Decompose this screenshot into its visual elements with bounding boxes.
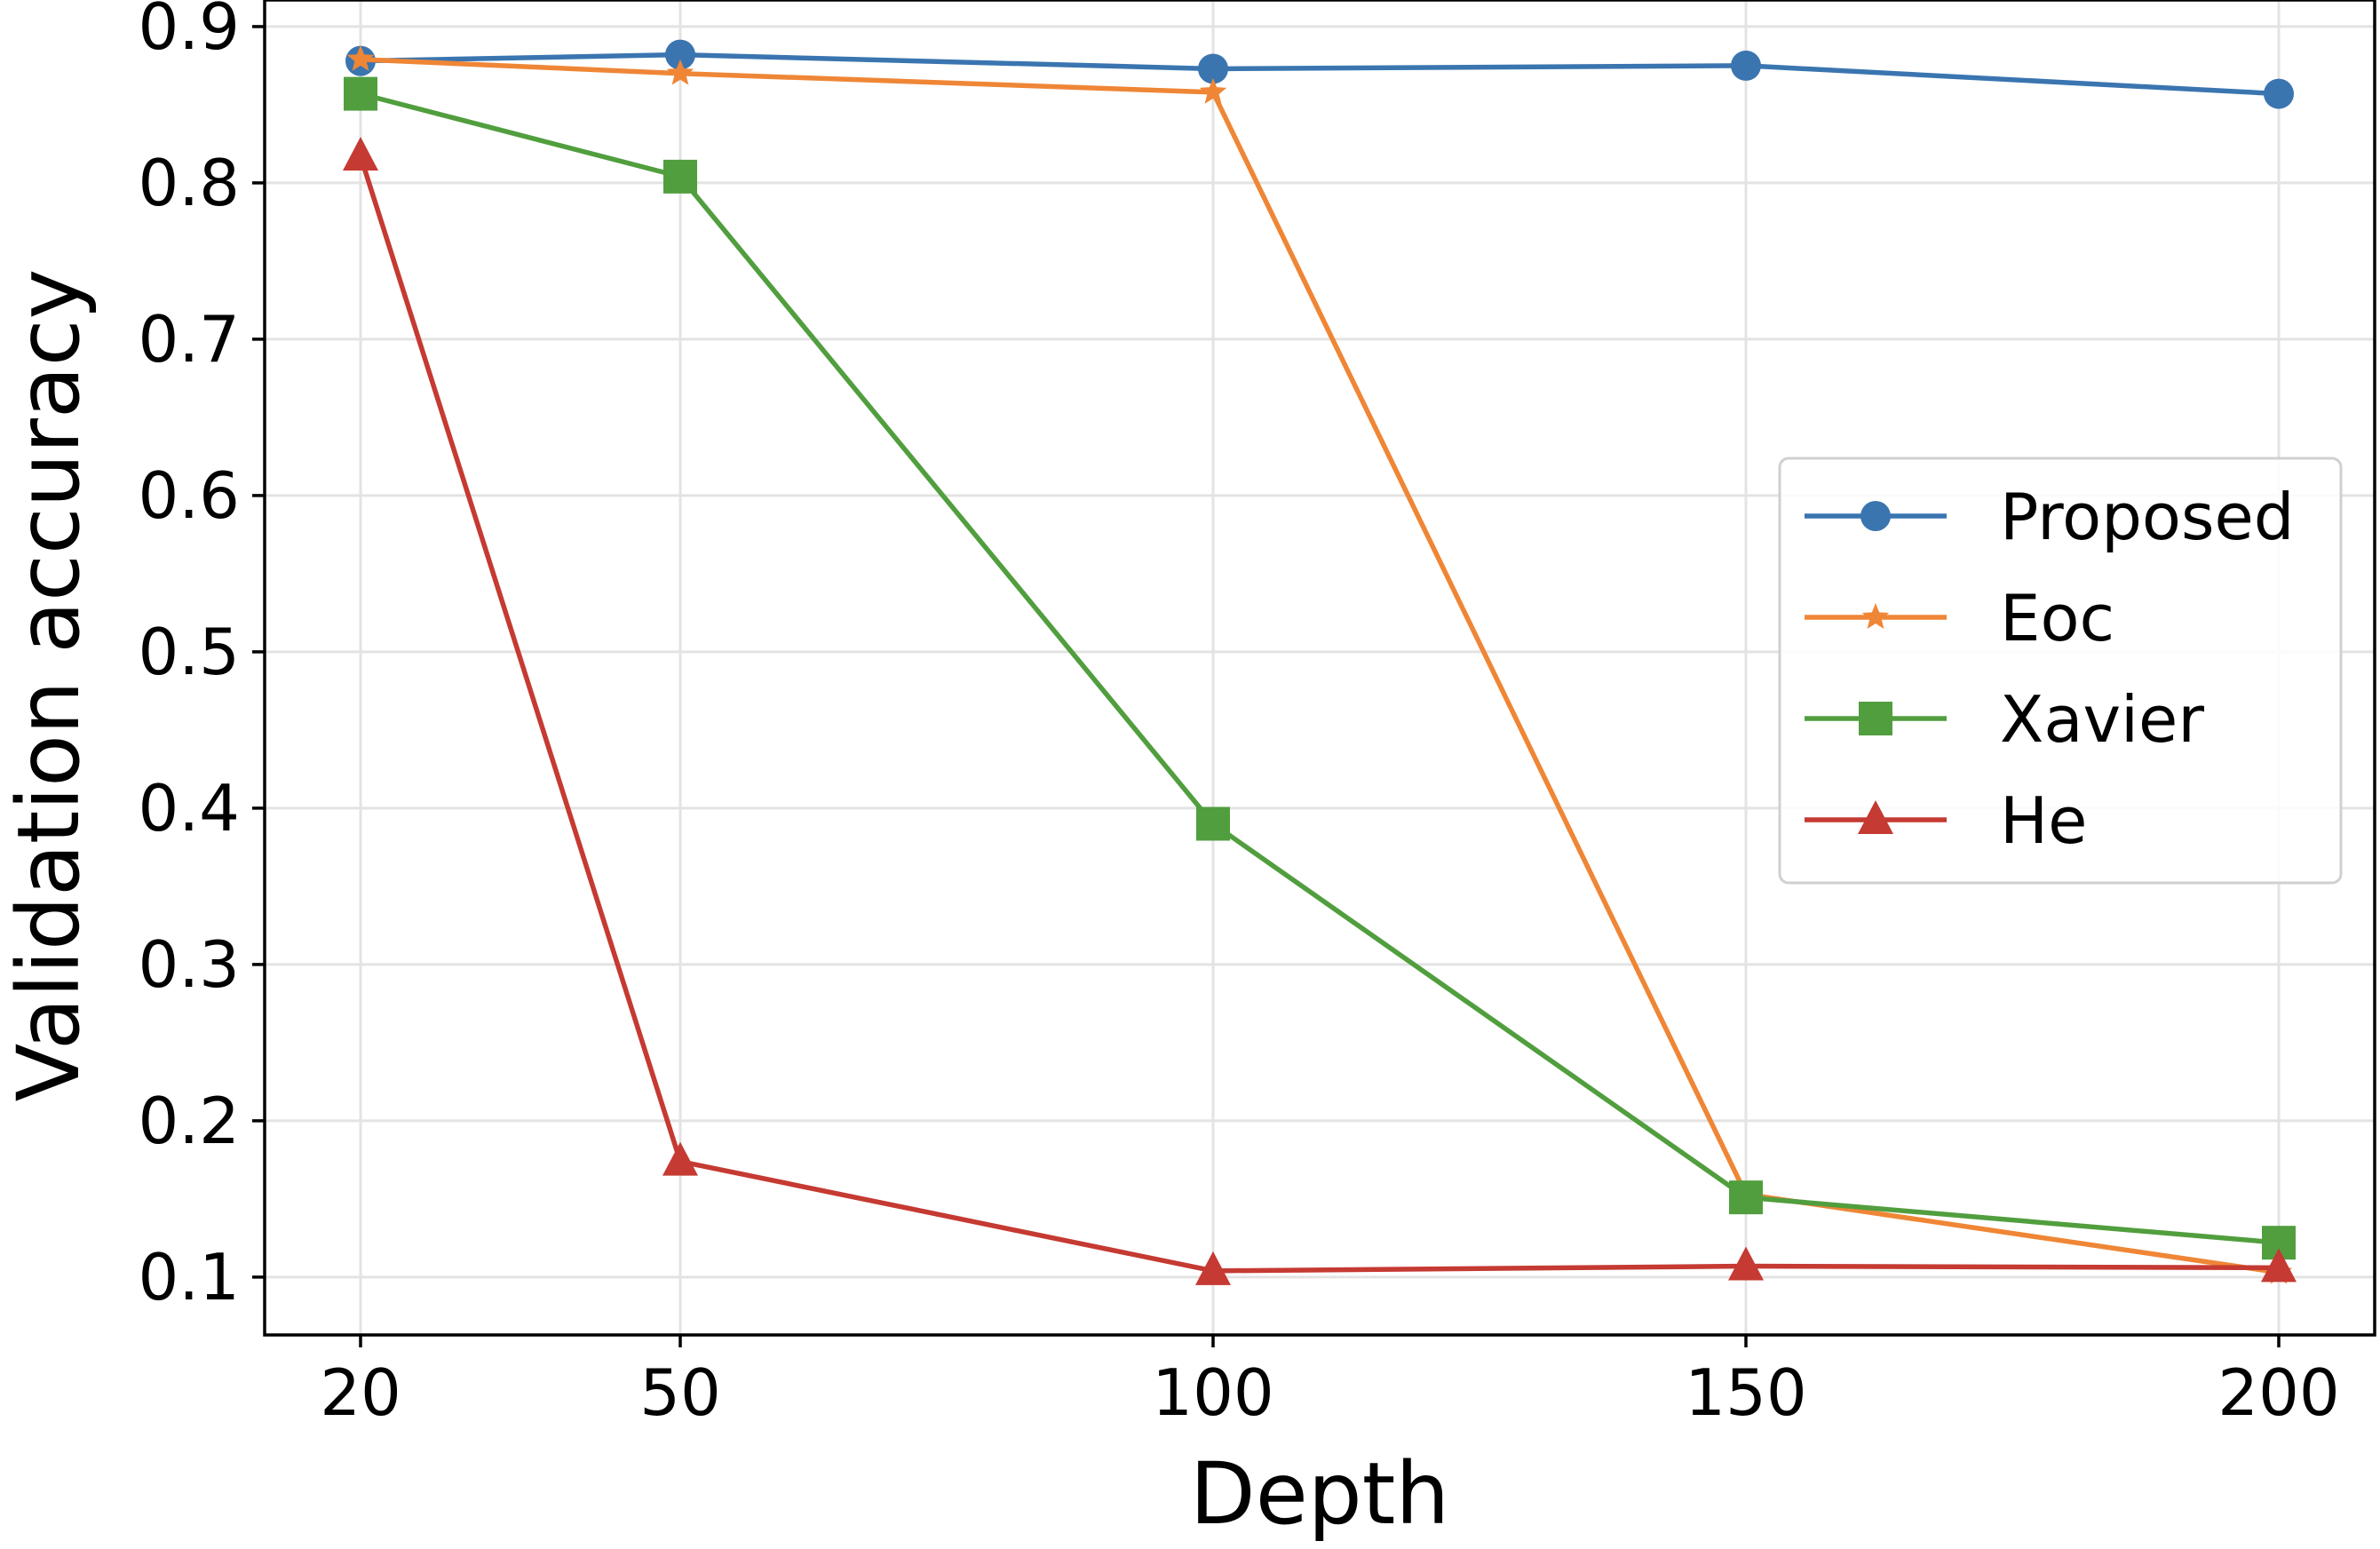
x-axis-label: Depth	[1190, 1444, 1449, 1544]
y-tick-label: 0.8	[138, 146, 240, 220]
legend-entry-eoc: Eoc	[1805, 581, 2114, 655]
x-tick-label: 100	[1152, 1355, 1273, 1430]
legend-label-eoc: Eoc	[2000, 581, 2114, 655]
data-point-proposed	[2264, 78, 2294, 109]
data-point-proposed	[665, 39, 695, 70]
legend-label-proposed: Proposed	[2000, 480, 2295, 554]
data-point-xavier	[1729, 1180, 1763, 1215]
y-tick-label: 0.9	[138, 0, 240, 64]
series-layer	[343, 39, 2297, 1285]
legend-label-he: He	[2000, 783, 2087, 858]
y-axis-label: Validation accuracy	[0, 269, 99, 1102]
data-point-he	[2261, 1248, 2297, 1283]
y-tick-label: 0.5	[138, 615, 240, 689]
x-tick-label: 150	[1685, 1355, 1806, 1430]
legend-entry-xavier: Xavier	[1805, 682, 2204, 757]
data-point-xavier	[1196, 806, 1230, 841]
data-point-eoc	[346, 44, 375, 71]
legend-marker-xavier	[1859, 702, 1892, 735]
plot-frame	[263, 0, 2376, 1337]
legend-entry-proposed: Proposed	[1805, 480, 2295, 554]
legend-entry-he: He	[1805, 783, 2087, 858]
data-point-he	[343, 136, 378, 171]
data-point-eoc	[666, 59, 694, 85]
data-point-xavier	[663, 159, 697, 194]
axes: 20 50 100 150 200 0.1 0.2 0.3 0.4 0.5 0.6 0.7 0.8 0.9	[138, 0, 2339, 1430]
legend: Proposed Eoc Xavier He	[1778, 457, 2343, 885]
legend-marker-he	[1858, 800, 1893, 834]
legend-marker-proposed	[1860, 501, 1891, 531]
x-tick-label: 20	[320, 1355, 401, 1430]
y-tick-label: 0.7	[138, 302, 240, 377]
x-tick-label: 200	[2217, 1355, 2339, 1430]
data-point-eoc	[1199, 77, 1227, 104]
data-point-proposed	[1731, 50, 1761, 81]
data-point-he	[662, 1141, 698, 1176]
x-tick-label: 50	[639, 1355, 721, 1430]
y-tick-label: 0.1	[138, 1240, 240, 1315]
data-point-he	[1195, 1251, 1231, 1285]
legend-marker-eoc	[1861, 603, 1890, 629]
data-point-proposed	[1198, 53, 1228, 84]
data-point-xavier	[344, 76, 377, 111]
series-xavier	[344, 76, 2296, 1260]
series-he	[343, 136, 2297, 1285]
y-tick-label: 0.4	[138, 771, 240, 846]
data-point-he	[1728, 1246, 1764, 1281]
y-tick-label: 0.6	[138, 458, 240, 533]
legend-box	[1778, 457, 2343, 885]
y-tick-label: 0.3	[138, 927, 240, 1002]
legend-label-xavier: Xavier	[2000, 682, 2204, 757]
y-tick-label: 0.2	[138, 1084, 240, 1158]
